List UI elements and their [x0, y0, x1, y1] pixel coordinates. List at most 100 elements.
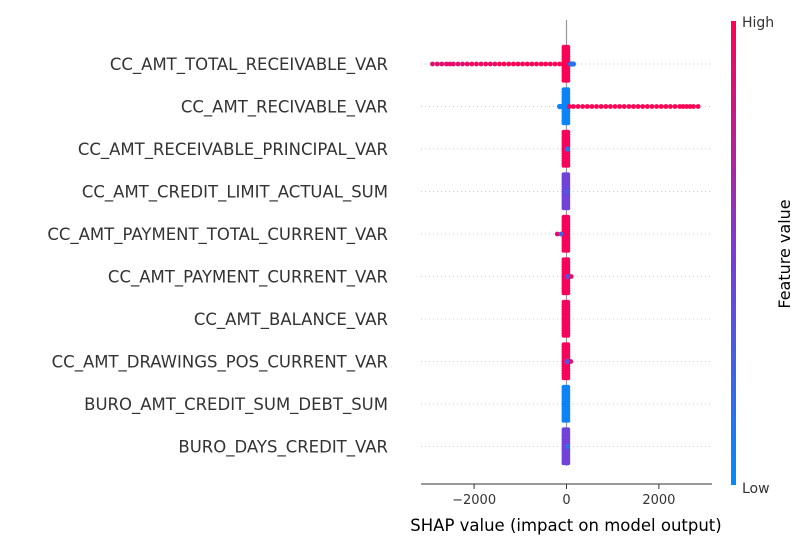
shap-point	[444, 61, 449, 67]
shap-point	[430, 61, 435, 67]
shap-point	[492, 61, 498, 67]
shap-point	[565, 120, 571, 126]
shap-point	[598, 104, 604, 109]
shap-point	[687, 104, 693, 109]
shap-point	[565, 163, 571, 168]
shap-point	[584, 104, 590, 109]
shap-point	[589, 104, 595, 109]
x-tick-label: 0	[562, 493, 570, 508]
feature-label: CC_AMT_BALANCE_VAR	[194, 310, 388, 330]
feature-labels: CC_AMT_TOTAL_RECEIVABLE_VAR CC_AMT_RECIVA…	[47, 55, 388, 458]
shap-point	[668, 104, 673, 109]
colorbar-gradient	[731, 21, 736, 485]
shap-point	[543, 61, 549, 67]
shap-point	[455, 61, 461, 67]
feature-label: BURO_DAYS_CREDIT_VAR	[178, 438, 388, 458]
shap-point	[515, 61, 521, 67]
shap-point	[447, 61, 453, 67]
shap-point	[580, 104, 586, 109]
shap-point	[450, 61, 456, 67]
shap-point	[564, 273, 571, 280]
x-axis-title: SHAP value (impact on model output)	[410, 516, 721, 535]
shap-point	[649, 104, 655, 109]
x-axis: −2000 0 2000 SHAP value (impact on model o…	[410, 483, 722, 535]
feature-label: CC_AMT_PAYMENT_TOTAL_CURRENT_VAR	[47, 225, 388, 245]
shap-point	[672, 104, 678, 109]
shap-point	[478, 61, 484, 67]
shap-point	[547, 61, 553, 67]
shap-point	[568, 274, 574, 279]
shap-point	[564, 443, 571, 450]
shap-point	[538, 61, 544, 67]
shap-point	[529, 61, 535, 67]
shap-point	[534, 61, 539, 67]
shap-point	[695, 104, 701, 109]
shap-point	[501, 61, 507, 67]
shap-point	[640, 104, 646, 109]
shap-point	[684, 104, 689, 109]
shap-point	[520, 61, 525, 67]
shap-point	[644, 104, 650, 109]
feature-label: CC_AMT_CREDIT_LIMIT_ACTUAL_SUM	[82, 183, 388, 203]
shap-point	[565, 78, 571, 83]
shap-point	[654, 104, 659, 109]
shap-point	[677, 104, 683, 109]
shap-point	[568, 61, 574, 67]
colorbar-low-label: Low	[742, 481, 770, 497]
shap-point	[557, 61, 562, 67]
shap-point	[558, 103, 564, 110]
shap-point	[511, 61, 516, 67]
feature-label: CC_AMT_RECEIVABLE_PRINCIPAL_VAR	[78, 140, 388, 160]
shap-point	[565, 290, 571, 296]
feature-label: CC_AMT_PAYMENT_CURRENT_VAR	[108, 268, 388, 288]
shap-point	[635, 104, 641, 109]
shap-point	[626, 104, 632, 109]
shap-point	[565, 205, 571, 211]
shap-point	[487, 61, 493, 67]
shap-point	[621, 104, 627, 109]
shap-point	[565, 375, 571, 381]
x-tick-label: 2000	[642, 493, 675, 508]
shap-point	[565, 460, 571, 466]
shap-point	[565, 248, 571, 253]
shap-point	[552, 61, 558, 67]
shap-point	[439, 61, 445, 67]
shap-point	[483, 61, 489, 67]
x-ticks: −2000 0 2000	[452, 484, 675, 508]
shap-point	[565, 418, 571, 423]
shap-point	[474, 61, 479, 67]
shap-point	[691, 104, 696, 109]
shap-point	[564, 146, 571, 152]
shap-point	[680, 104, 686, 109]
shap-point	[563, 188, 569, 195]
shap-point	[631, 104, 636, 109]
shap-point	[617, 104, 622, 109]
beeswarm-dots	[430, 44, 701, 466]
shap-point	[524, 61, 530, 67]
shap-point	[558, 231, 564, 237]
shap-point	[460, 61, 465, 67]
x-tick-label: −2000	[452, 493, 496, 508]
shap-point	[575, 104, 581, 109]
shap-point	[554, 231, 560, 237]
shap-point	[464, 61, 470, 67]
feature-label: CC_AMT_TOTAL_RECEIVABLE_VAR	[110, 55, 388, 75]
shap-point	[506, 61, 512, 67]
shap-point	[594, 104, 599, 109]
colorbar-title: Feature value	[775, 199, 794, 308]
shap-point	[568, 359, 574, 364]
shap-point	[663, 104, 669, 109]
colorbar-high-label: High	[742, 15, 774, 31]
shap-point	[603, 104, 609, 109]
shap-point	[571, 104, 576, 109]
shap-point	[612, 104, 618, 109]
colorbar: High Low Feature value	[731, 15, 794, 497]
shap-point	[658, 104, 664, 109]
shap-point	[608, 104, 613, 109]
feature-label: BURO_AMT_CREDIT_SUM_DEBT_SUM	[84, 395, 388, 415]
shap-point	[566, 104, 572, 109]
feature-label: CC_AMT_RECIVABLE_VAR	[181, 98, 388, 118]
feature-label: CC_AMT_DRAWINGS_POS_CURRENT_VAR	[52, 353, 388, 373]
shap-point	[469, 61, 475, 67]
